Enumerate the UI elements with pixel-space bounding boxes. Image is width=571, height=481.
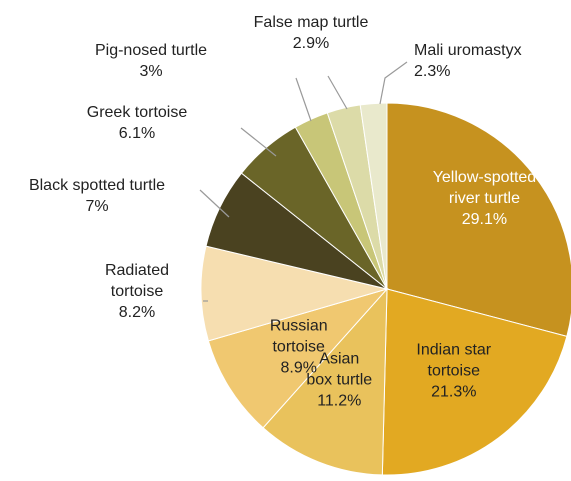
slice-name-label: Yellow-spotted [433,169,536,186]
slice-value-label: 29.1% [462,211,507,228]
slice-name-label: river turtle [449,190,520,207]
slice-value-label: 6.1% [119,125,155,142]
slice-name-label: box turtle [306,371,372,388]
pie-slice [381,288,568,476]
leader-line [327,75,348,110]
slice-name-label: Greek tortoise [87,104,188,121]
slice-name-label: Radiated [105,262,169,279]
slice-label: Pig-nosed turtle 3% [95,42,207,80]
slice-label: False map turtle 2.9% [254,14,369,52]
slice-label: Yellow-spotted river turtle 29.1% [433,169,536,228]
pie-labels: Yellow-spotted river turtle 29.1% Indian st… [29,14,536,409]
slice-name-label: Black spotted turtle [29,177,165,194]
pie-slice [359,102,388,290]
slice-name-label: Russian [270,318,328,335]
slice-name-label: tortoise [111,283,164,300]
leader-line [295,77,312,122]
slice-name-label: tortoise [272,339,325,356]
slice-value-label: 11.2% [317,392,361,409]
leader-line [240,127,277,157]
slice-value-label: 2.3% [414,63,450,80]
slice-label: Indian star tortoise 21.3% [416,341,491,400]
slice-name-label: False map turtle [254,14,369,31]
slice-name-label: Mali uromastyx [414,42,522,59]
slice-value-label: 8.9% [280,360,316,377]
slice-name-label: tortoise [428,362,481,379]
slice-label: Radiated tortoise 8.2% [105,262,169,321]
pie-slices [200,102,571,476]
leader-line [379,61,408,105]
pie-slice [207,288,389,429]
slice-name-label: Asian [319,350,359,367]
slice-value-label: 8.2% [119,304,155,321]
slice-value-label: 3% [139,63,162,80]
slice-label: Mali uromastyx 2.3% [414,42,522,80]
slice-value-label: 21.3% [431,383,476,400]
slice-label: Russian tortoise 8.9% [270,318,328,377]
slice-name-label: Indian star [416,341,491,358]
slice-label: Black spotted turtle 7% [29,177,165,215]
slice-label: Asian box turtle 11.2% [306,350,372,409]
slice-value-label: 2.9% [293,35,329,52]
pie-slice [386,102,571,337]
slice-value-label: 7% [85,198,108,215]
leader-line [199,189,230,218]
pie-slice [262,287,388,476]
pie-slice [200,245,389,342]
slice-label: Greek tortoise 6.1% [87,104,188,142]
slice-name-label: Pig-nosed turtle [95,42,207,59]
